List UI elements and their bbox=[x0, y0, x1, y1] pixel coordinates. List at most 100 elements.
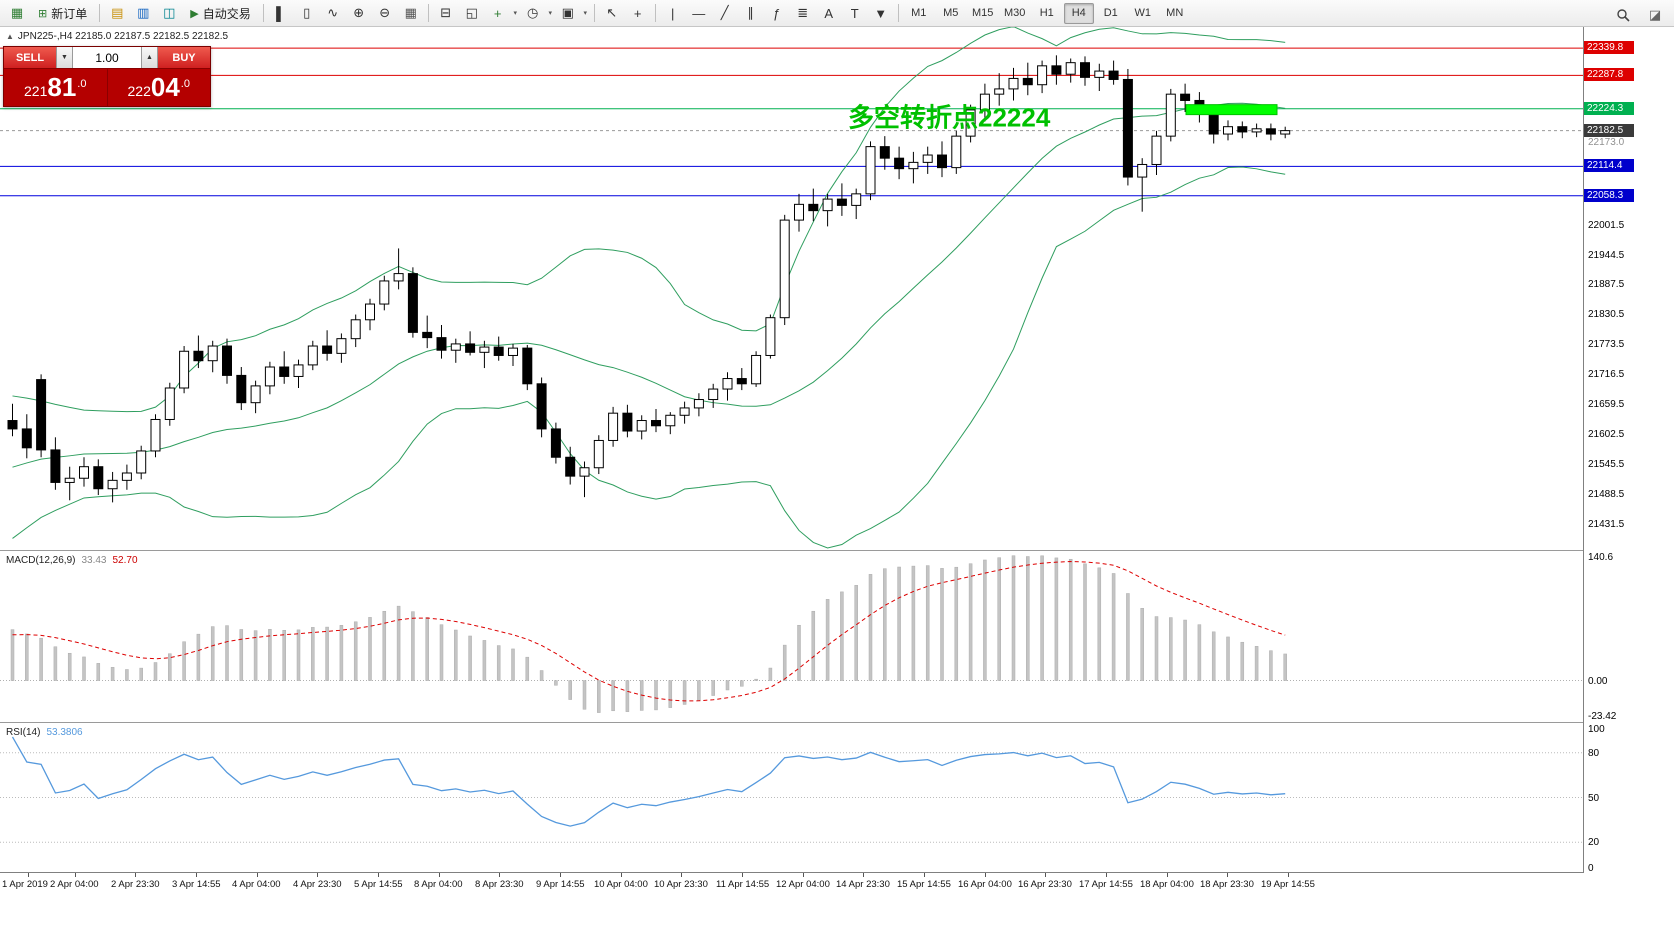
dropdown-arrow-icon[interactable]: ▾ bbox=[513, 10, 517, 17]
zoom-out-icon[interactable]: ⊖ bbox=[379, 5, 391, 20]
time-axis-label: 19 Apr 14:55 bbox=[1261, 879, 1315, 890]
periods-icon[interactable]: ◷ bbox=[527, 5, 539, 20]
cursor-icon[interactable]: ↖ bbox=[606, 5, 618, 20]
time-axis-tick bbox=[742, 873, 743, 877]
text-icon[interactable]: A bbox=[824, 5, 834, 21]
timeframe-h1-button[interactable]: H1 bbox=[1039, 7, 1054, 19]
price-tag: 22287.8 bbox=[1584, 68, 1634, 82]
price-scale-border bbox=[1583, 27, 1584, 873]
sell-price-frac: .0 bbox=[77, 78, 87, 90]
new-chart-icon[interactable]: ▦ bbox=[10, 5, 24, 20]
horizontal-line-icon[interactable]: — bbox=[692, 5, 706, 21]
buy-price[interactable]: 222 04.0 bbox=[108, 69, 211, 106]
price-scale-label: 21488.5 bbox=[1588, 488, 1625, 500]
templates-icon[interactable]: ▣ bbox=[561, 5, 574, 20]
autotrading-button[interactable]: ▶ 自动交易 bbox=[183, 2, 257, 25]
time-axis-label: 17 Apr 14:55 bbox=[1079, 879, 1133, 890]
price-scale-label: 21659.5 bbox=[1588, 399, 1625, 411]
market-watch-icon[interactable]: ▥ bbox=[137, 5, 150, 20]
time-axis-label: 11 Apr 14:55 bbox=[716, 879, 770, 890]
timeframe-m30-button[interactable]: M30 bbox=[1004, 7, 1026, 19]
timeframe-h4-button[interactable]: H4 bbox=[1063, 2, 1094, 24]
time-axis-tick bbox=[863, 873, 864, 877]
panel-separator[interactable] bbox=[0, 722, 1674, 723]
dropdown-arrow-icon[interactable]: ▾ bbox=[548, 10, 552, 17]
volume-down-button[interactable]: ▼ bbox=[56, 47, 73, 68]
price-scale-label: 21773.5 bbox=[1588, 339, 1625, 351]
price-tag: 22339.8 bbox=[1584, 41, 1634, 55]
time-axis-tick bbox=[196, 873, 197, 877]
volume-up-button[interactable]: ▲ bbox=[141, 47, 158, 68]
toolbar-separator bbox=[897, 4, 899, 22]
rsi-value: 53.3806 bbox=[46, 727, 83, 738]
price-scale-label: 21887.5 bbox=[1588, 279, 1625, 291]
autotrading-button-icon: ▶ bbox=[190, 7, 199, 20]
time-axis-tick bbox=[681, 873, 682, 877]
highlight-rectangle bbox=[1185, 104, 1278, 116]
buy-button[interactable]: BUY bbox=[158, 47, 210, 68]
time-axis-label: 10 Apr 23:30 bbox=[654, 879, 708, 890]
time-axis-tick bbox=[75, 873, 76, 877]
rsi-scale-label: 0 bbox=[1588, 863, 1594, 874]
candlestick-chart-icon[interactable]: ▯ bbox=[303, 5, 311, 20]
zoom-in-icon[interactable]: ⊕ bbox=[353, 5, 365, 20]
time-axis-tick bbox=[1167, 873, 1168, 877]
buy-price-frac: .0 bbox=[180, 78, 190, 90]
new-order-button[interactable]: ⊞ 新订单 bbox=[31, 2, 94, 25]
tile-windows-icon[interactable]: ⊟ bbox=[440, 5, 452, 20]
chart-annotation-text: 多空转折点22224 bbox=[848, 103, 1051, 133]
line-chart-icon[interactable]: ∿ bbox=[327, 5, 339, 20]
time-axis-label: 2 Apr 23:30 bbox=[111, 879, 160, 890]
levels-icon[interactable]: ≣ bbox=[797, 5, 809, 20]
label-icon[interactable]: T bbox=[850, 5, 859, 21]
time-axis-tick bbox=[378, 873, 379, 877]
bar-chart-icon[interactable]: ▌ bbox=[276, 5, 286, 21]
sell-button[interactable]: SELL bbox=[4, 47, 56, 68]
macd-panel[interactable] bbox=[0, 551, 1583, 722]
rsi-scale-label: 100 bbox=[1588, 724, 1605, 735]
time-axis-tick bbox=[1106, 873, 1107, 877]
autotrading-button-label: 自动交易 bbox=[202, 6, 251, 21]
timeframe-m1-button[interactable]: M1 bbox=[911, 7, 927, 19]
dropdown-arrow-icon[interactable]: ▾ bbox=[583, 10, 587, 17]
panel-separator[interactable] bbox=[0, 550, 1674, 551]
timeframe-d1-button[interactable]: D1 bbox=[1103, 7, 1118, 19]
trendline-icon[interactable]: ╱ bbox=[720, 5, 729, 20]
price-tag: 22182.5 bbox=[1584, 123, 1634, 137]
vertical-line-icon[interactable]: | bbox=[671, 5, 675, 21]
fibonacci-icon[interactable]: ƒ bbox=[773, 5, 781, 21]
channel-icon[interactable]: ∥ bbox=[747, 5, 754, 20]
time-axis-label: 12 Apr 04:00 bbox=[776, 879, 830, 890]
timeframe-w1-button[interactable]: W1 bbox=[1134, 7, 1151, 19]
volume-input[interactable]: 1.00 bbox=[73, 47, 141, 68]
timeframe-mn-button[interactable]: MN bbox=[1166, 7, 1184, 19]
one-click-trade-panel: SELL ▼ 1.00 ▲ BUY 221 81.0 222 04.0 bbox=[3, 46, 211, 107]
time-axis-tick bbox=[985, 873, 986, 877]
navigator-icon[interactable]: ◫ bbox=[163, 5, 176, 20]
crosshair-icon[interactable]: + bbox=[633, 5, 642, 21]
price-scale-label: 21602.5 bbox=[1588, 428, 1625, 440]
time-axis-label: 18 Apr 23:30 bbox=[1200, 879, 1254, 890]
time-axis-label: 16 Apr 04:00 bbox=[958, 879, 1012, 890]
price-tag: 22058.3 bbox=[1584, 188, 1634, 202]
rsi-panel[interactable] bbox=[0, 723, 1583, 872]
profiles-icon[interactable]: ▤ bbox=[111, 5, 124, 20]
timeframe-m15-button[interactable]: M15 bbox=[972, 7, 994, 19]
search-icon[interactable] bbox=[1617, 3, 1641, 26]
main-price-chart[interactable]: 多空转折点22224 bbox=[0, 27, 1583, 550]
indicators-icon[interactable]: + bbox=[493, 5, 502, 21]
price-scale-label: 21716.5 bbox=[1588, 369, 1625, 381]
shapes-icon[interactable]: ▼ bbox=[874, 5, 888, 21]
symbol-ohlc-text: JPN225-,H4 22185.0 22187.5 22182.5 22182… bbox=[17, 31, 229, 42]
sell-price[interactable]: 221 81.0 bbox=[4, 69, 107, 106]
time-axis-tick bbox=[499, 873, 500, 877]
cascade-windows-icon[interactable]: ◱ bbox=[465, 5, 478, 20]
grid-icon[interactable]: ▦ bbox=[404, 5, 417, 20]
price-tag: 22114.4 bbox=[1584, 159, 1634, 173]
timeframe-m5-button[interactable]: M5 bbox=[943, 7, 959, 19]
time-axis-label: 2 Apr 04:00 bbox=[50, 879, 99, 890]
time-axis[interactable]: 1 Apr 2019 2 Apr 04:00 2 Apr 23:30 3 Apr 14… bbox=[0, 873, 1583, 899]
quick-panel-icon[interactable]: ◪ bbox=[1648, 6, 1662, 22]
price-scale[interactable]: 22001.5 21944.5 21887.5 21830.5 21773.5 21716… bbox=[1584, 27, 1674, 920]
